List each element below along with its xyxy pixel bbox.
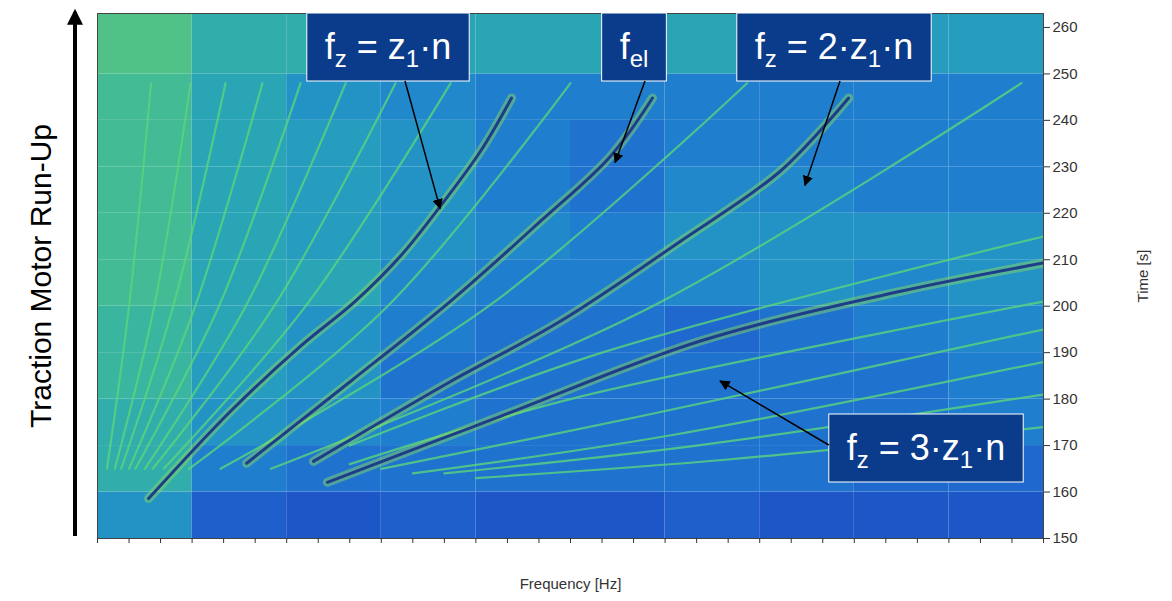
svg-text:210: 210 — [1053, 251, 1078, 268]
svg-text:170: 170 — [1053, 436, 1078, 453]
svg-text:250: 250 — [1053, 65, 1078, 82]
svg-text:220: 220 — [1053, 204, 1078, 221]
svg-text:200: 200 — [1053, 297, 1078, 314]
svg-text:180: 180 — [1053, 390, 1078, 407]
svg-text:fz = z1·n: fz = z1·n — [325, 26, 451, 72]
svg-text:fz = 3·z1·n: fz = 3·z1·n — [847, 427, 1005, 473]
svg-text:260: 260 — [1053, 18, 1078, 35]
svg-text:Traction Motor Run-Up: Traction Motor Run-Up — [24, 124, 57, 428]
svg-text:Time [s]: Time [s] — [1134, 250, 1151, 303]
svg-text:Frequency [Hz]: Frequency [Hz] — [520, 575, 622, 592]
svg-text:fz = 2·z1·n: fz = 2·z1·n — [755, 26, 913, 72]
svg-text:240: 240 — [1053, 111, 1078, 128]
svg-text:fel: fel — [620, 26, 649, 72]
svg-text:160: 160 — [1053, 483, 1078, 500]
svg-text:150: 150 — [1053, 529, 1078, 546]
svg-text:230: 230 — [1053, 158, 1078, 175]
svg-text:190: 190 — [1053, 343, 1078, 360]
